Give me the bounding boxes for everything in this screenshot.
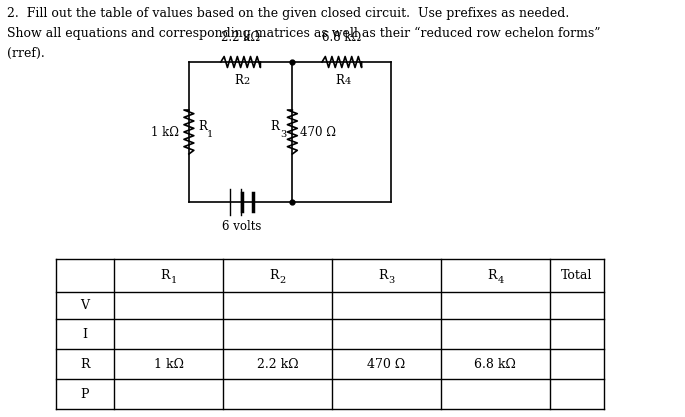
Text: 3: 3 [388, 276, 395, 285]
Text: 1 kΩ: 1 kΩ [151, 126, 179, 138]
Text: 6.8 kΩ: 6.8 kΩ [474, 357, 516, 370]
Text: R: R [80, 357, 90, 370]
Text: R: R [336, 74, 345, 87]
Text: 1: 1 [171, 276, 177, 285]
Text: R: R [271, 120, 279, 133]
Text: 2.2 kΩ: 2.2 kΩ [221, 31, 260, 44]
Text: R: R [487, 269, 497, 282]
Text: R: R [378, 269, 388, 282]
Text: 6.8 kΩ: 6.8 kΩ [322, 31, 362, 44]
Text: 4: 4 [345, 77, 351, 86]
Text: Total: Total [562, 269, 593, 282]
Text: R: R [234, 74, 243, 87]
Text: R: R [160, 269, 170, 282]
Text: 2: 2 [244, 77, 250, 86]
Text: 2: 2 [279, 276, 286, 285]
Text: 1: 1 [207, 130, 213, 138]
Text: 2.2 kΩ: 2.2 kΩ [257, 357, 298, 370]
Text: 6 volts: 6 volts [222, 220, 261, 233]
Text: I: I [82, 327, 88, 341]
Text: 4: 4 [497, 276, 503, 285]
Text: 470 Ω: 470 Ω [367, 357, 406, 370]
Text: Show all equations and corresponding matrices as well as their “reduced row eche: Show all equations and corresponding mat… [8, 27, 601, 40]
Text: (rref).: (rref). [8, 47, 45, 60]
Text: 3: 3 [279, 130, 286, 138]
Text: P: P [81, 387, 89, 400]
Text: 1 kΩ: 1 kΩ [153, 357, 184, 370]
Text: 2.  Fill out the table of values based on the given closed circuit.  Use prefixe: 2. Fill out the table of values based on… [8, 7, 569, 20]
Text: R: R [198, 120, 207, 133]
Text: 470 Ω: 470 Ω [301, 126, 336, 138]
Text: V: V [81, 299, 90, 312]
Text: R: R [269, 269, 279, 282]
